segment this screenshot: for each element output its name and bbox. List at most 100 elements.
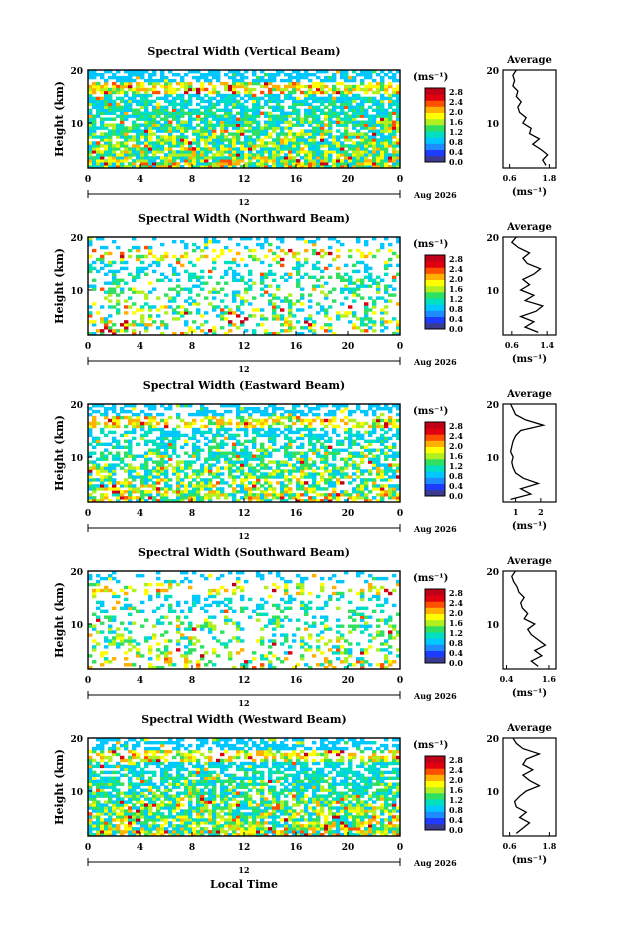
heatmap-cell [132, 457, 137, 461]
heatmap-cell [184, 657, 189, 661]
heatmap-cell [136, 421, 141, 426]
heatmap-cell [324, 624, 329, 628]
heatmap-cell [160, 123, 165, 127]
heatmap-cell [304, 326, 309, 330]
heatmap-cell [140, 70, 145, 74]
heatmap-cell [292, 117, 297, 121]
heatmap-cell [172, 472, 177, 476]
heatmap-cell [204, 496, 209, 500]
heatmap-cell [172, 126, 177, 130]
heatmap-cell [396, 156, 401, 160]
heatmap-cell [388, 105, 393, 109]
heatmap-cell [120, 287, 125, 291]
heatmap-cell [328, 141, 333, 145]
heatmap-cell [104, 96, 109, 101]
heatmap-cell [352, 141, 357, 145]
heatmap-cell [288, 73, 293, 77]
heatmap-cell [248, 123, 253, 127]
heatmap-cell [372, 299, 377, 303]
heatmap-cell [156, 308, 161, 312]
heatmap-cell [112, 469, 117, 473]
heatmap-cell [108, 574, 113, 578]
heatmap-cell [336, 254, 341, 259]
heatmap-cell [232, 144, 237, 148]
heatmap-cell [308, 409, 313, 414]
heatmap-cell [220, 93, 225, 98]
heatmap-cell [168, 296, 173, 300]
heatmap-cell [360, 472, 365, 476]
heatmap-cell [372, 421, 377, 426]
heatmap-cell [88, 499, 93, 503]
heatmap-cell [348, 120, 353, 124]
heatmap-cell [320, 132, 325, 136]
heatmap-cell [144, 123, 149, 127]
heatmap-cell [164, 135, 169, 139]
heatmap-cell [240, 159, 245, 163]
heatmap-cell [240, 120, 245, 124]
heatmap-cell [340, 660, 345, 664]
heatmap-cell [152, 81, 157, 86]
heatmap-cell [104, 433, 109, 438]
heatmap-cell [108, 442, 113, 446]
heatmap-cell [120, 466, 125, 470]
heatmap-cell [216, 135, 221, 139]
heatmap-cell [396, 466, 401, 470]
heatmap-cell [204, 621, 209, 625]
heatmap-cell [144, 430, 149, 435]
heatmap-cell [356, 111, 361, 115]
heatmap-cell [100, 105, 105, 109]
heatmap-cell [124, 135, 129, 139]
heatmap-cell [236, 263, 241, 268]
heatmap-cell [360, 281, 365, 285]
heatmap-cell [272, 293, 277, 297]
heatmap-cell [228, 493, 233, 497]
heatmap-cell [232, 582, 237, 587]
heatmap-cell [92, 117, 97, 121]
heatmap-cell [188, 493, 193, 497]
heatmap-cell [288, 123, 293, 127]
heatmap-cell [312, 266, 317, 271]
heatmap-cell [396, 424, 401, 429]
heatmap-cell [124, 651, 129, 655]
heatmap-cell [260, 499, 265, 503]
heatmap-cell [312, 481, 317, 485]
heatmap-cell [152, 90, 157, 95]
heatmap-cell [204, 237, 209, 241]
heatmap-cell [152, 156, 157, 160]
heatmap-cell [108, 463, 113, 467]
heatmap-cell [144, 102, 149, 107]
heatmap-cell [260, 281, 265, 285]
heatmap-cell [88, 132, 93, 136]
heatmap-cell [336, 314, 341, 318]
heatmap-cell [340, 147, 345, 151]
heatmap-cell [164, 433, 169, 438]
heatmap-cell [220, 123, 225, 127]
heatmap-cell [372, 126, 377, 130]
heatmap-cell [220, 135, 225, 139]
heatmap-cell [148, 484, 153, 488]
heatmap-cell [392, 293, 397, 297]
heatmap-cell [344, 87, 349, 92]
heatmap-cell [312, 117, 317, 121]
heatmap-cell [280, 237, 285, 241]
heatmap-cell [196, 275, 201, 279]
heatmap-cell [296, 237, 301, 241]
heatmap-cell [120, 87, 125, 92]
heatmap-cell [320, 326, 325, 330]
heatmap-cell [124, 138, 129, 142]
heatmap-cell [256, 418, 261, 423]
heatmap-cell [324, 454, 329, 458]
heatmap-cell [196, 78, 201, 83]
heatmap-cell [356, 120, 361, 124]
heatmap-cell [364, 99, 369, 104]
heatmap-cell [168, 153, 173, 157]
heatmap-cell [256, 159, 261, 163]
heatmap-cell [96, 457, 101, 461]
heatmap-cell [188, 436, 193, 441]
heatmap-cell [352, 153, 357, 157]
heatmap-cell [188, 642, 193, 646]
heatmap-cell [236, 120, 241, 124]
heatmap-cell [392, 132, 397, 136]
heatmap-cell [288, 132, 293, 136]
heatmap-cell [196, 132, 201, 136]
